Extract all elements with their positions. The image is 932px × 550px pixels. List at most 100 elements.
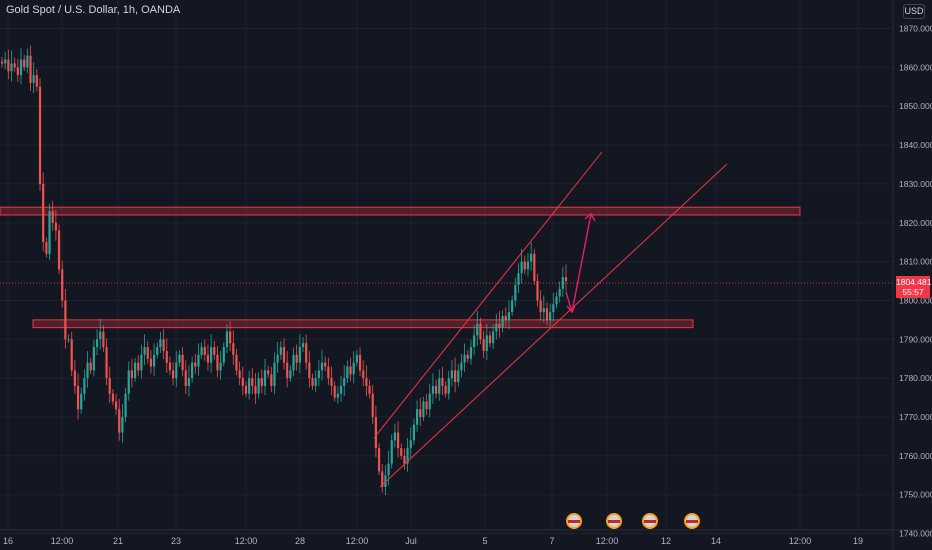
candle [514,277,517,307]
candle [238,361,241,386]
candle-body [172,370,175,379]
candle-body [219,362,222,371]
candle [473,325,476,356]
candle [108,366,111,403]
price-axis[interactable]: 1740.000 1750.000 1760.000 1770.000 1780.000… [899,24,932,539]
candle [140,344,143,379]
candle-body [403,455,406,464]
candle [175,351,178,388]
candle [387,450,390,486]
price-axis-tick: 1810.000 [899,257,932,267]
candle-body [184,370,187,386]
candle [415,400,419,432]
candle-body [102,331,105,348]
candle-body [146,347,149,359]
price-axis-tick: 1800.000 [899,295,932,305]
candle [26,48,29,74]
candle-body [80,393,83,410]
time-axis-tick: 19 [853,536,863,546]
price-axis-tick: 1820.000 [899,218,932,228]
candle-body [412,424,416,441]
candle-body [479,323,482,340]
candle [16,58,19,83]
candle [438,369,441,401]
candle-body [32,75,35,83]
candle [365,365,368,397]
candle-body [492,331,495,344]
time-axis-tick: 14 [711,536,721,546]
candle [428,383,431,418]
candle [317,360,320,387]
candle-body [542,308,545,313]
candle-body [292,354,295,371]
candle [152,343,156,376]
candle-body [165,350,168,363]
candle-body [346,366,349,379]
candle-body [238,370,241,379]
candle [457,364,460,387]
economic-event-flag [566,513,582,529]
candle-body [127,370,130,394]
candle-body [409,440,412,449]
candle-body [118,409,121,433]
candle-body [517,273,520,285]
candle [286,351,289,388]
currency-button[interactable]: USD [903,4,925,19]
candle [336,386,339,404]
candle-body [536,281,539,301]
candle [7,49,10,80]
candle [349,357,352,382]
candle [447,370,450,400]
candle [333,381,336,402]
candle-body [330,378,333,386]
candle [441,366,444,396]
candle [324,356,327,372]
candle-body [168,362,172,371]
candle [35,69,38,92]
candle-body [549,312,552,320]
candle [536,273,539,307]
candle [403,448,406,470]
candle-body [422,401,425,417]
candle-body [133,362,137,379]
economic-event-flag [606,513,622,529]
candle-body [286,362,289,379]
candle [368,379,371,399]
candle [381,464,384,493]
candle-body [64,300,67,340]
candle-body [444,385,447,394]
candle [406,437,409,472]
candle [137,355,140,377]
event-flag-stripe [608,520,620,523]
candle-body [149,358,153,367]
candle [254,373,257,404]
candle-body [438,378,441,394]
candle [492,324,495,350]
candle [248,370,251,400]
candle-body [520,261,523,274]
candle-body [213,347,216,355]
candle-body [349,366,352,375]
candle-body [447,378,450,394]
channel-lower-line [379,163,728,488]
candle [476,310,479,346]
candle-body [501,315,504,328]
time-axis[interactable]: 16 12:00 21 23 12:00 28 12:00 Jul 5 7 12:00 12 14 12:… [3,536,863,546]
target-arrow-up [571,213,592,313]
candle [86,351,89,388]
candle [504,307,507,327]
price-axis-tick: 1850.000 [899,101,932,111]
candle-body [130,370,134,379]
candle [549,303,552,327]
candle [295,344,298,371]
candle [102,325,105,352]
time-axis-tick: 7 [549,536,554,546]
candle [162,329,165,360]
candle [181,347,184,377]
candle [118,399,121,441]
candle-body [191,362,194,379]
candle-body [263,370,267,386]
candle [206,344,210,371]
price-axis-tick: 1740.000 [899,529,932,539]
